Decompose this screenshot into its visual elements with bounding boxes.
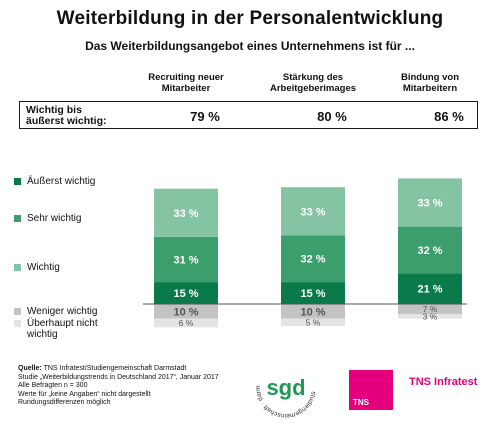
source-line: Werte für „keine Angaben“ nicht dargeste… [18,390,151,398]
bar-segment [281,235,345,283]
data-label: 6 % [179,318,194,328]
summary-label: Wichtig bis äußerst wichtig: [26,105,107,127]
source-line: Rundungsdifferenzen möglich [18,399,111,407]
legend-swatch [14,308,21,315]
column-header-line: Bindung von [400,72,460,83]
data-label: 7 % [423,304,438,314]
source-line: Studie „Weiterbildungstrends in Deutschl… [18,373,219,381]
summary-value-arbeitgeberimage: 80 % [317,109,347,124]
legend-item-wichtig: Wichtig [14,262,60,273]
legend-label: Äußerst wichtig [27,176,96,187]
column-header-arbeitgeberimage: Stärkung des Arbeitgeberimages [257,72,369,94]
bar-segment [281,187,345,236]
legend-label: Sehr wichtig [27,213,82,224]
summary-value-mitarbeiterbindung: 86 % [434,109,464,124]
data-label: 5 % [306,317,321,327]
data-label: 10 % [173,306,198,318]
legend-swatch [14,178,21,185]
column-header-line: Recruiting neuer [148,72,224,83]
bar-segment [398,304,462,315]
sgd-logo: studiengemeinschaft · darmstadt sgd [253,355,317,419]
bar-segment [398,314,462,319]
bar-segment [281,318,345,326]
data-label: 15 % [173,288,198,300]
legend-item-aeusserst-wichtig: Äußerst wichtig [14,176,95,187]
column-header-recruiting: Recruiting neuer Mitarbeiter [130,72,242,94]
tns-infratest-logo: TNS Infratest [409,376,478,388]
legend-swatch [14,215,21,222]
column-header-line: Mitarbeiter [161,83,211,94]
bar-segment [398,273,462,304]
legend-swatch [14,320,21,327]
data-label: 3 % [423,311,438,321]
summary-label-line: Wichtig bis [26,104,82,116]
bar-segment [154,236,218,283]
source-line: Alle Befragten n = 300 [18,382,88,390]
legend-label: Wichtig [27,262,60,273]
chart-title: Weiterbildung in der Personalentwicklung [56,8,444,29]
data-label: 10 % [300,306,325,318]
bar-segment [281,304,345,319]
column-header-line: Stärkung des [282,72,344,83]
legend-item-ueberhaupt-nicht-wichtig: Überhaupt nicht wichtig [14,318,98,340]
data-label: 33 % [173,208,198,220]
column-header-mitarbeiterbindung: Bindung von Mitarbeitern [374,72,486,94]
source-notes: Quelle: TNS Infratest/Studiengemeinschaf… [18,365,219,408]
bar-segment [154,188,218,237]
bar-segment [154,282,218,304]
data-label: 33 % [300,206,325,218]
data-label: 31 % [173,254,198,266]
bar-segment [398,226,462,274]
sgd-logo-text: sgd [266,375,305,400]
legend-item-sehr-wichtig: Sehr wichtig [14,213,81,224]
bar-segment [398,178,462,227]
summary-value-recruiting: 79 % [190,109,220,124]
chart-subtitle: Das Weiterbildungsangebot eines Unterneh… [85,39,415,53]
summary-label-line: äußerst wichtig: [26,115,107,127]
source-line: Quelle: TNS Infratest/Studiengemeinschaf… [18,365,187,372]
column-header-line: Mitarbeitern [402,83,458,94]
tns-logo: TNS [349,370,393,410]
bar-segment [154,318,218,328]
tns-logo-text: TNS [353,398,369,407]
summary-box: Wichtig bis äußerst wichtig: 79 % 80 % 8… [19,101,478,129]
legend-label: Überhaupt nicht wichtig [27,318,98,340]
data-label: 33 % [417,198,442,210]
legend-swatch [14,264,21,271]
data-label: 15 % [300,288,325,300]
source-label: Quelle: [18,365,42,372]
bar-segment [281,282,345,304]
legend-item-weniger-wichtig: Weniger wichtig [14,306,97,317]
data-label: 21 % [417,284,442,296]
bar-segment [154,304,218,319]
legend-label: Weniger wichtig [27,306,98,317]
data-label: 32 % [300,254,325,266]
data-label: 32 % [417,245,442,257]
column-header-line: Arbeitgeberimages [269,83,357,94]
